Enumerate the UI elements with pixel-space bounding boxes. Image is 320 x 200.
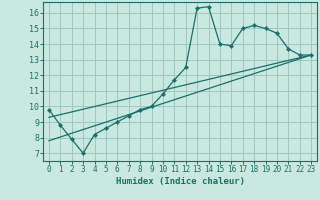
X-axis label: Humidex (Indice chaleur): Humidex (Indice chaleur) <box>116 177 244 186</box>
